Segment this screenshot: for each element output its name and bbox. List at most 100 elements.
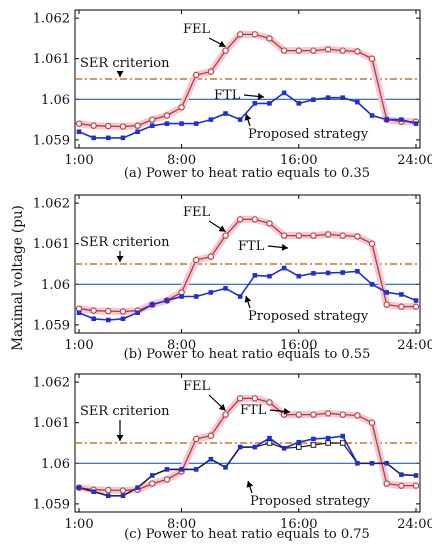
fel-point bbox=[295, 232, 302, 239]
ftl-point bbox=[149, 473, 155, 478]
fel-point bbox=[119, 487, 127, 494]
proposed-point bbox=[325, 440, 331, 446]
fel-point bbox=[75, 120, 83, 127]
fel-point bbox=[237, 31, 244, 38]
ftl-point bbox=[413, 473, 419, 478]
ftl-point bbox=[325, 95, 331, 100]
panel-a: 1.059 1.06 1.061 1.062 1:00 8:00 16:00 24:00 FEL… bbox=[33, 9, 432, 181]
ser-criterion-annotation: SER criterion bbox=[80, 235, 170, 250]
proposed-annotation: Proposed strategy bbox=[248, 309, 369, 324]
ser-arrow bbox=[116, 420, 124, 441]
ftl-point bbox=[325, 270, 331, 276]
fel-point bbox=[237, 395, 244, 402]
x-tick-label: 16:00 bbox=[280, 517, 317, 532]
ftl-point bbox=[281, 265, 287, 271]
ftl-point bbox=[325, 435, 331, 441]
ftl-point bbox=[76, 310, 82, 316]
fel-point bbox=[222, 47, 229, 54]
fel-point bbox=[295, 47, 302, 54]
ftl-arrow bbox=[269, 407, 291, 415]
fel-arrow bbox=[208, 37, 226, 48]
ftl-point bbox=[384, 117, 389, 122]
fel-point bbox=[324, 410, 332, 417]
fel-point bbox=[354, 48, 361, 55]
ftl-point bbox=[193, 467, 199, 472]
ftl-point bbox=[355, 460, 360, 466]
ftl-point bbox=[369, 281, 375, 287]
proposed-point bbox=[339, 440, 346, 446]
fel-point bbox=[368, 419, 376, 426]
fel-point bbox=[193, 435, 200, 443]
fel-point bbox=[251, 31, 258, 38]
ftl-arrow bbox=[243, 92, 265, 100]
ftl-point bbox=[384, 460, 389, 466]
ftl-point bbox=[296, 101, 302, 106]
ftl-point bbox=[91, 135, 96, 141]
ftl-point bbox=[91, 489, 96, 495]
ftl-point bbox=[267, 273, 272, 279]
y-tick-label: 1.059 bbox=[33, 133, 70, 148]
fel-arrow bbox=[208, 394, 226, 412]
panel-b: 1.059 1.06 1.061 1.062 1:00 8:00 16:00 24:00 FEL… bbox=[33, 194, 432, 362]
x-tick-label: 8:00 bbox=[167, 338, 196, 353]
ftl-point bbox=[340, 95, 346, 100]
fel-point bbox=[266, 35, 273, 42]
fel-point bbox=[193, 256, 200, 264]
fel-point bbox=[207, 68, 215, 75]
fel-annotation: FEL bbox=[183, 22, 211, 37]
fel-point bbox=[368, 55, 376, 62]
fel-point bbox=[310, 411, 317, 418]
ftl-point bbox=[296, 273, 302, 279]
y-tick-label: 1.059 bbox=[33, 318, 70, 333]
fel-annotation: FEL bbox=[183, 379, 211, 394]
fel-point bbox=[90, 122, 97, 129]
ftl-point bbox=[76, 129, 82, 135]
x-tick-label: 16:00 bbox=[280, 338, 317, 353]
x-tick-label: 16:00 bbox=[280, 153, 317, 168]
fel-point bbox=[251, 216, 258, 223]
x-tick-label: 1:00 bbox=[64, 153, 93, 168]
ftl-point bbox=[384, 290, 389, 295]
fel-point bbox=[178, 104, 185, 111]
y-tick-label: 1.061 bbox=[33, 52, 70, 67]
ftl-point bbox=[369, 113, 375, 118]
ftl-point bbox=[281, 90, 287, 96]
fel-point bbox=[119, 308, 127, 315]
ftl-point bbox=[106, 493, 111, 499]
ftl-line bbox=[78, 91, 417, 139]
ftl-point bbox=[193, 294, 199, 299]
ftl-point bbox=[208, 456, 214, 462]
fel-point bbox=[354, 233, 361, 240]
ftl-annotation: FTL bbox=[238, 239, 265, 254]
fel-point bbox=[383, 301, 390, 308]
fel-point bbox=[105, 486, 112, 494]
ftl-point bbox=[237, 444, 243, 450]
fel-point bbox=[119, 123, 127, 130]
fel-point bbox=[90, 307, 97, 314]
ftl-point bbox=[208, 290, 214, 295]
fel-point bbox=[310, 47, 317, 54]
ftl-point bbox=[413, 121, 419, 126]
fel-point bbox=[324, 46, 332, 53]
proposed-point bbox=[266, 440, 273, 446]
fel-point bbox=[324, 231, 332, 238]
x-tick-label: 24:00 bbox=[397, 153, 432, 168]
fel-point bbox=[222, 411, 229, 418]
fel-point bbox=[149, 480, 156, 487]
ser-criterion-annotation: SER criterion bbox=[80, 56, 170, 71]
ftl-point bbox=[91, 316, 96, 322]
ftl-point bbox=[120, 316, 126, 322]
ftl-point bbox=[311, 97, 316, 102]
fel-point bbox=[339, 411, 346, 418]
ftl-point bbox=[340, 270, 346, 275]
ftl-point bbox=[164, 298, 170, 303]
ftl-point bbox=[135, 485, 140, 490]
fel-point bbox=[383, 480, 390, 487]
fel-point bbox=[339, 232, 346, 239]
ftl-point bbox=[135, 310, 140, 316]
y-tick-label: 1.06 bbox=[41, 278, 70, 293]
ftl-point bbox=[252, 101, 258, 106]
x-tick-label: 24:00 bbox=[397, 338, 432, 353]
ftl-point bbox=[237, 294, 243, 299]
